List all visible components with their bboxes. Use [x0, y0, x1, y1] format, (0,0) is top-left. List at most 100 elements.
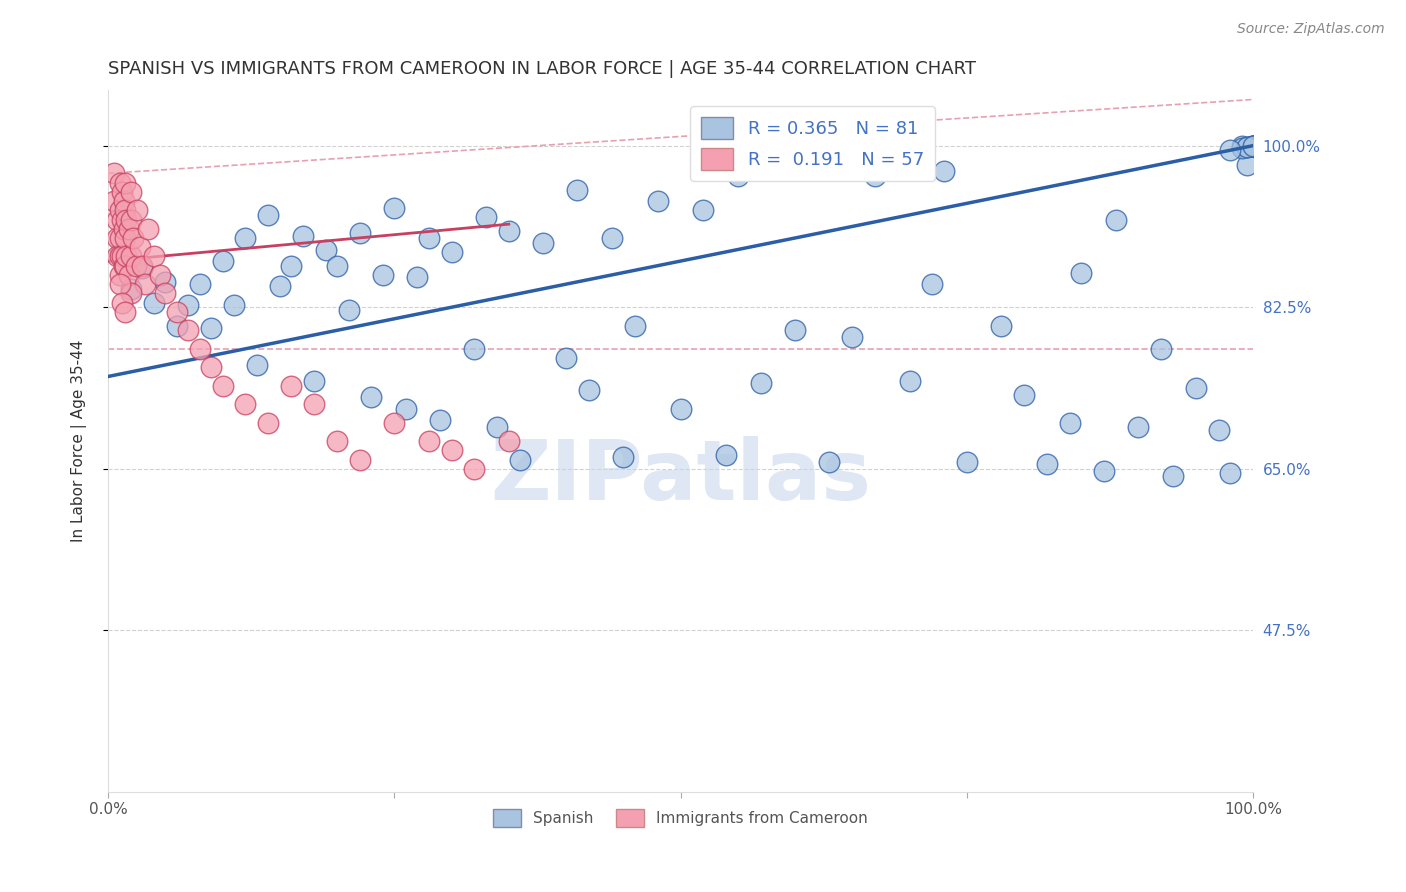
- Legend: Spanish, Immigrants from Cameroon: Spanish, Immigrants from Cameroon: [486, 803, 875, 833]
- Point: [302, 397, 325, 411]
- Point: [211, 254, 233, 268]
- Point: [1241, 138, 1264, 153]
- Point: [108, 247, 131, 261]
- Point: [120, 282, 142, 296]
- Point: [315, 243, 337, 257]
- Point: [600, 231, 623, 245]
- Point: [509, 452, 531, 467]
- Point: [418, 434, 440, 449]
- Point: [1104, 212, 1126, 227]
- Point: [111, 250, 134, 264]
- Point: [136, 221, 159, 235]
- Point: [177, 323, 200, 337]
- Point: [1208, 423, 1230, 437]
- Point: [120, 212, 142, 227]
- Point: [108, 203, 131, 218]
- Point: [1070, 266, 1092, 280]
- Point: [115, 212, 138, 227]
- Point: [108, 176, 131, 190]
- Point: [623, 318, 645, 333]
- Point: [105, 231, 128, 245]
- Point: [956, 455, 979, 469]
- Point: [124, 259, 146, 273]
- Point: [440, 443, 463, 458]
- Point: [280, 259, 302, 273]
- Point: [114, 231, 136, 245]
- Point: [1012, 388, 1035, 402]
- Point: [382, 416, 405, 430]
- Point: [108, 231, 131, 245]
- Text: Source: ZipAtlas.com: Source: ZipAtlas.com: [1237, 22, 1385, 37]
- Point: [990, 318, 1012, 333]
- Point: [1150, 342, 1173, 356]
- Point: [111, 185, 134, 199]
- Point: [149, 268, 172, 282]
- Point: [188, 277, 211, 292]
- Point: [105, 212, 128, 227]
- Point: [291, 228, 314, 243]
- Point: [166, 305, 188, 319]
- Point: [142, 250, 165, 264]
- Point: [1219, 143, 1241, 157]
- Point: [122, 231, 145, 245]
- Point: [111, 212, 134, 227]
- Point: [1161, 468, 1184, 483]
- Point: [246, 358, 269, 372]
- Point: [1128, 420, 1150, 434]
- Point: [105, 250, 128, 264]
- Point: [578, 384, 600, 398]
- Point: [898, 374, 921, 388]
- Point: [1236, 140, 1258, 154]
- Point: [111, 295, 134, 310]
- Point: [177, 298, 200, 312]
- Point: [669, 401, 692, 416]
- Point: [326, 259, 349, 273]
- Point: [142, 295, 165, 310]
- Point: [932, 164, 955, 178]
- Point: [103, 194, 125, 208]
- Point: [337, 302, 360, 317]
- Point: [1241, 138, 1264, 153]
- Point: [302, 374, 325, 388]
- Point: [531, 235, 554, 250]
- Point: [429, 413, 451, 427]
- Point: [1236, 140, 1258, 154]
- Point: [783, 323, 806, 337]
- Point: [114, 176, 136, 190]
- Point: [235, 397, 257, 411]
- Point: [222, 298, 245, 312]
- Point: [188, 342, 211, 356]
- Point: [486, 420, 509, 434]
- Point: [155, 286, 177, 301]
- Point: [555, 351, 578, 365]
- Point: [1036, 457, 1059, 471]
- Point: [118, 268, 141, 282]
- Point: [269, 279, 291, 293]
- Point: [112, 221, 135, 235]
- Point: [841, 330, 863, 344]
- Point: [1241, 138, 1264, 153]
- Point: [1241, 138, 1264, 153]
- Point: [103, 166, 125, 180]
- Point: [155, 275, 177, 289]
- Point: [360, 390, 382, 404]
- Point: [463, 342, 485, 356]
- Point: [807, 161, 830, 176]
- Point: [463, 462, 485, 476]
- Point: [257, 416, 280, 430]
- Point: [108, 268, 131, 282]
- Point: [498, 224, 520, 238]
- Point: [1219, 467, 1241, 481]
- Point: [612, 450, 634, 465]
- Point: [200, 360, 222, 375]
- Point: [440, 244, 463, 259]
- Point: [1059, 416, 1081, 430]
- Point: [1236, 158, 1258, 172]
- Point: [727, 169, 749, 183]
- Point: [125, 203, 148, 218]
- Point: [382, 201, 405, 215]
- Point: [921, 277, 943, 292]
- Point: [114, 305, 136, 319]
- Point: [1184, 381, 1206, 395]
- Point: [118, 221, 141, 235]
